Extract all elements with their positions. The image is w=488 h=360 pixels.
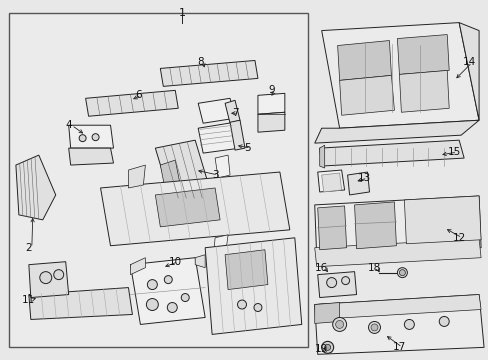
Polygon shape [319, 140, 463, 166]
Text: 19: 19 [314, 345, 327, 354]
Text: 14: 14 [462, 58, 475, 67]
Polygon shape [160, 60, 258, 86]
Text: 9: 9 [268, 85, 275, 95]
Polygon shape [319, 145, 324, 168]
Polygon shape [314, 120, 478, 143]
Text: 17: 17 [392, 342, 405, 352]
Text: 1: 1 [179, 8, 185, 18]
Circle shape [164, 276, 172, 284]
Polygon shape [399, 71, 448, 112]
Circle shape [326, 278, 336, 288]
Polygon shape [128, 165, 145, 188]
Polygon shape [314, 294, 480, 319]
Circle shape [92, 134, 99, 141]
Circle shape [397, 268, 407, 278]
Polygon shape [198, 98, 235, 123]
Polygon shape [458, 23, 478, 120]
Text: 11: 11 [22, 294, 36, 305]
Circle shape [40, 272, 52, 284]
Circle shape [341, 276, 349, 285]
Circle shape [167, 302, 177, 312]
Polygon shape [229, 120, 244, 150]
Circle shape [335, 320, 343, 328]
Polygon shape [317, 272, 356, 298]
Text: 8: 8 [197, 58, 203, 67]
Polygon shape [314, 239, 480, 267]
Polygon shape [29, 288, 132, 319]
Circle shape [370, 324, 377, 331]
Text: 7: 7 [231, 108, 238, 118]
Polygon shape [321, 23, 478, 128]
Circle shape [181, 293, 189, 302]
Polygon shape [337, 41, 390, 80]
Polygon shape [314, 302, 339, 323]
Polygon shape [16, 155, 56, 220]
Text: 16: 16 [314, 263, 327, 273]
Text: 10: 10 [168, 257, 182, 267]
Polygon shape [101, 172, 289, 246]
Polygon shape [314, 294, 483, 354]
Polygon shape [347, 172, 369, 195]
Text: 5: 5 [244, 143, 251, 153]
Circle shape [332, 318, 346, 332]
Circle shape [79, 135, 86, 141]
Polygon shape [224, 250, 267, 289]
Circle shape [237, 300, 246, 309]
Circle shape [146, 298, 158, 310]
Polygon shape [160, 160, 180, 190]
Circle shape [438, 316, 448, 327]
Polygon shape [339, 75, 394, 115]
Text: 4: 4 [65, 120, 72, 130]
Polygon shape [258, 112, 285, 132]
Polygon shape [215, 155, 229, 178]
Text: 3: 3 [211, 170, 218, 180]
Polygon shape [68, 125, 113, 148]
Polygon shape [155, 140, 210, 198]
Polygon shape [205, 238, 301, 334]
Polygon shape [130, 258, 145, 275]
Polygon shape [314, 196, 480, 257]
Text: 18: 18 [367, 263, 380, 273]
Circle shape [54, 270, 63, 280]
Text: 2: 2 [25, 243, 32, 253]
Text: 12: 12 [451, 233, 465, 243]
Polygon shape [198, 122, 240, 153]
Polygon shape [9, 13, 307, 347]
Circle shape [253, 303, 262, 311]
Circle shape [404, 319, 413, 329]
Polygon shape [258, 93, 285, 114]
Polygon shape [354, 202, 396, 249]
Text: 6: 6 [135, 90, 142, 100]
Circle shape [147, 280, 157, 289]
Circle shape [368, 321, 380, 333]
Circle shape [324, 345, 330, 350]
Polygon shape [85, 90, 178, 116]
Polygon shape [317, 170, 344, 192]
Polygon shape [213, 235, 227, 260]
Text: 13: 13 [357, 173, 370, 183]
Polygon shape [404, 196, 480, 244]
Circle shape [399, 270, 405, 276]
Polygon shape [68, 148, 113, 165]
Circle shape [321, 341, 333, 353]
Polygon shape [321, 173, 341, 192]
Polygon shape [397, 35, 448, 75]
Polygon shape [224, 100, 240, 123]
Polygon shape [317, 206, 346, 250]
Polygon shape [130, 258, 205, 324]
Polygon shape [155, 188, 220, 227]
Polygon shape [195, 255, 205, 268]
Polygon shape [29, 262, 68, 298]
Text: 15: 15 [447, 147, 460, 157]
